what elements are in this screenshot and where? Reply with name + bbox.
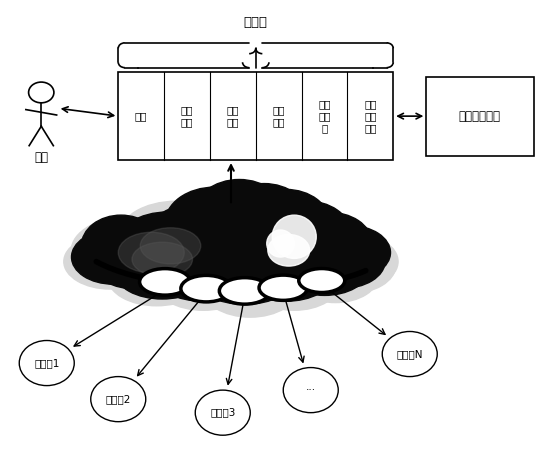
Ellipse shape bbox=[267, 230, 294, 257]
Ellipse shape bbox=[81, 215, 161, 276]
Ellipse shape bbox=[72, 230, 154, 284]
Ellipse shape bbox=[292, 248, 379, 303]
Ellipse shape bbox=[108, 249, 206, 306]
Bar bbox=[426, 77, 534, 156]
Ellipse shape bbox=[132, 242, 192, 276]
Ellipse shape bbox=[192, 179, 286, 253]
Ellipse shape bbox=[140, 228, 201, 264]
Text: 数据
加解
密: 数据 加解 密 bbox=[318, 100, 331, 133]
Ellipse shape bbox=[219, 278, 270, 304]
Text: 云平台N: 云平台N bbox=[397, 349, 423, 359]
Text: 云平台3: 云平台3 bbox=[210, 408, 235, 418]
Ellipse shape bbox=[72, 216, 192, 285]
Ellipse shape bbox=[303, 239, 395, 294]
Ellipse shape bbox=[258, 236, 363, 291]
Bar bbox=[118, 72, 393, 160]
Ellipse shape bbox=[239, 249, 333, 301]
Ellipse shape bbox=[272, 215, 316, 258]
Ellipse shape bbox=[268, 235, 310, 266]
Text: 用户: 用户 bbox=[34, 151, 48, 164]
Ellipse shape bbox=[283, 212, 371, 271]
Text: 元数据服务器: 元数据服务器 bbox=[459, 110, 501, 123]
Ellipse shape bbox=[242, 189, 330, 257]
Ellipse shape bbox=[212, 224, 316, 285]
Ellipse shape bbox=[219, 184, 309, 254]
Text: 数据
故障
恢复: 数据 故障 恢复 bbox=[364, 100, 377, 133]
Text: 云平台2: 云平台2 bbox=[106, 394, 131, 404]
Ellipse shape bbox=[82, 220, 187, 281]
Ellipse shape bbox=[165, 187, 264, 259]
Ellipse shape bbox=[248, 253, 340, 310]
Ellipse shape bbox=[308, 226, 390, 280]
Ellipse shape bbox=[99, 238, 209, 295]
Ellipse shape bbox=[256, 228, 355, 286]
Ellipse shape bbox=[204, 196, 308, 264]
Circle shape bbox=[19, 341, 74, 386]
Text: 云平台1: 云平台1 bbox=[34, 358, 59, 368]
Ellipse shape bbox=[181, 276, 232, 302]
Ellipse shape bbox=[260, 201, 350, 264]
Ellipse shape bbox=[116, 212, 220, 280]
Ellipse shape bbox=[170, 226, 275, 288]
Text: 数据
分发: 数据 分发 bbox=[227, 106, 239, 127]
Ellipse shape bbox=[118, 201, 234, 272]
Ellipse shape bbox=[90, 234, 191, 290]
Ellipse shape bbox=[118, 232, 184, 273]
Ellipse shape bbox=[244, 209, 345, 273]
Ellipse shape bbox=[282, 246, 367, 295]
Ellipse shape bbox=[280, 223, 375, 282]
Ellipse shape bbox=[151, 236, 267, 291]
Ellipse shape bbox=[311, 234, 398, 289]
Ellipse shape bbox=[204, 236, 319, 291]
Ellipse shape bbox=[140, 269, 190, 295]
Text: 客户端: 客户端 bbox=[244, 16, 268, 29]
Ellipse shape bbox=[195, 250, 294, 304]
Ellipse shape bbox=[155, 253, 252, 310]
Circle shape bbox=[283, 368, 338, 413]
Text: ···: ··· bbox=[306, 385, 316, 395]
Circle shape bbox=[91, 377, 146, 422]
Ellipse shape bbox=[64, 234, 156, 289]
Circle shape bbox=[382, 331, 437, 377]
Ellipse shape bbox=[259, 275, 307, 300]
Ellipse shape bbox=[297, 235, 385, 289]
Text: 认证: 认证 bbox=[135, 111, 147, 121]
Circle shape bbox=[195, 390, 250, 435]
Ellipse shape bbox=[146, 204, 245, 274]
Ellipse shape bbox=[299, 268, 345, 293]
Ellipse shape bbox=[201, 256, 299, 317]
Ellipse shape bbox=[154, 249, 253, 301]
Ellipse shape bbox=[129, 230, 234, 289]
Text: 数据
操作: 数据 操作 bbox=[272, 106, 285, 127]
Ellipse shape bbox=[162, 189, 272, 262]
Text: 文件
分块: 文件 分块 bbox=[181, 106, 193, 127]
Ellipse shape bbox=[116, 247, 209, 299]
